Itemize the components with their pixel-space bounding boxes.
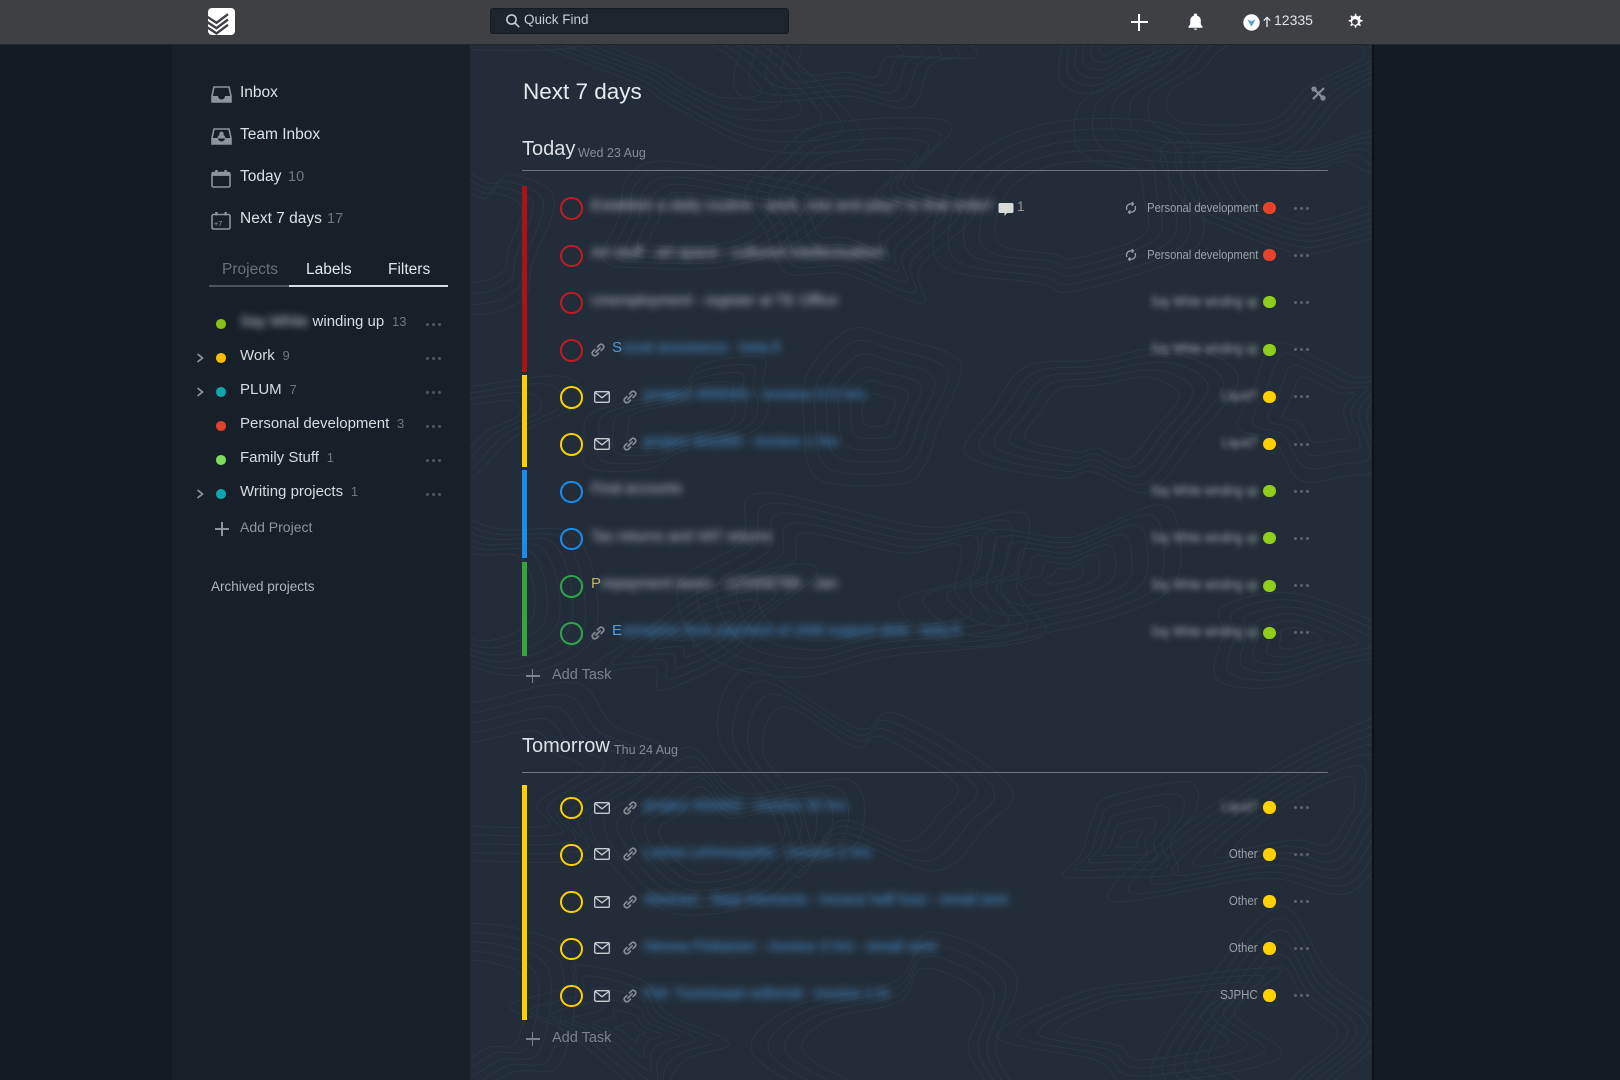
- svg-text:+7: +7: [214, 219, 223, 228]
